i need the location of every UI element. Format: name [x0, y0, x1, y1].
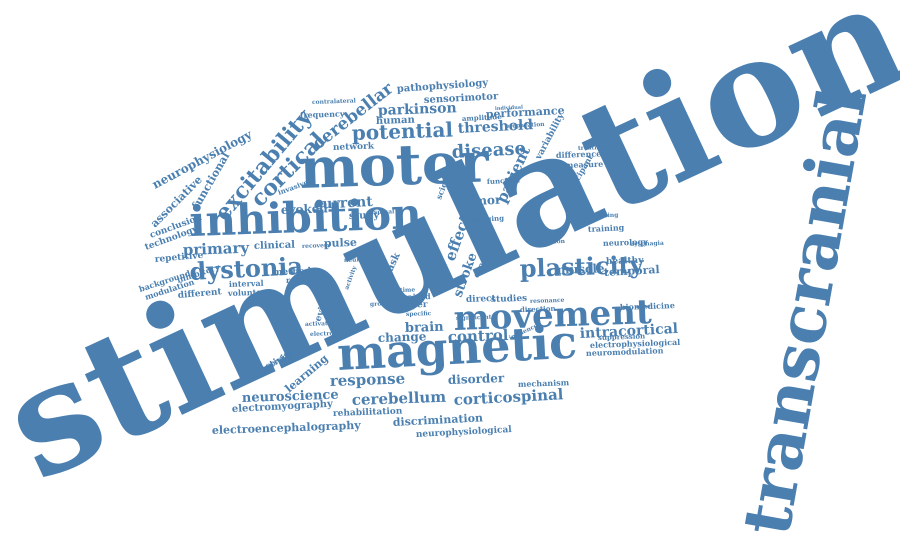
- word-neurology: neurology: [603, 236, 649, 248]
- word-disease: disease: [451, 138, 526, 163]
- word-biomedicine: biomedicine: [620, 300, 675, 312]
- word-clinical: clinical: [254, 240, 296, 252]
- word-processing: processing: [582, 212, 619, 220]
- word-brain: brain: [405, 320, 445, 336]
- word-discrimination: discrimination: [392, 411, 483, 429]
- word-disorder: disorder: [448, 371, 506, 387]
- word-electrode: electrode: [310, 330, 342, 338]
- word-contralateral: contralateral: [312, 97, 357, 106]
- word-healthy: healthy: [606, 256, 645, 267]
- word-recovery: recovery: [302, 242, 331, 250]
- word-treatment: treatment: [578, 144, 612, 152]
- word-result: result: [286, 274, 313, 285]
- word-plasticity: plasticity: [519, 250, 645, 283]
- word-potential: potential: [351, 117, 453, 145]
- word-temporal: temporal: [603, 263, 659, 279]
- word-spinal: spinal: [374, 208, 395, 216]
- word-voluntary: voluntary: [227, 287, 271, 299]
- word-repetitive: repetitive: [154, 251, 204, 265]
- word-movement: movement: [453, 292, 653, 339]
- word-tremor: tremor: [454, 193, 502, 209]
- word-neural: neural: [344, 256, 367, 264]
- word-significant: significant: [456, 314, 492, 322]
- word-method: method: [273, 267, 312, 278]
- word-electrophysiological: electrophysiological: [590, 337, 681, 350]
- word-corticospinal: corticospinal: [453, 385, 564, 409]
- word-control: control: [448, 326, 509, 346]
- word-muscle: muscle: [557, 261, 606, 277]
- word-measure: measure: [565, 159, 604, 170]
- word-threshold: threshold: [457, 117, 533, 137]
- word-individual: individual: [495, 105, 523, 112]
- word-mechanism: mechanism: [518, 377, 570, 389]
- word-network: network: [333, 142, 375, 153]
- word-electroencephalography: electroencephalography: [212, 419, 362, 437]
- word-training: training: [588, 222, 625, 234]
- word-cerebellum: cerebellum: [352, 388, 447, 409]
- word-function: function: [487, 175, 521, 186]
- word-electromyography: electromyography: [232, 399, 335, 415]
- word-direction: direction: [520, 304, 556, 314]
- word-primary: primary: [183, 239, 251, 259]
- word-specific: specific: [406, 310, 432, 318]
- word-paired: paired: [402, 291, 431, 302]
- word-performance: performance: [485, 104, 564, 121]
- word-studies: studies: [491, 294, 528, 305]
- word-neuromodulation: neuromodulation: [586, 345, 664, 358]
- word-time: time: [400, 286, 416, 294]
- word-preparation: preparation: [505, 121, 546, 130]
- word-pulse: pulse: [324, 236, 357, 250]
- word-interval: interval: [229, 278, 264, 289]
- word-dystonia: dystonia: [189, 251, 304, 286]
- word-study: study: [349, 210, 381, 222]
- word-motor: motor: [298, 129, 491, 202]
- word-frequency: frequency: [300, 108, 345, 120]
- word-activation: activation: [305, 320, 339, 328]
- word-duration: duration: [536, 238, 566, 246]
- word-magnetic: magnetic: [336, 314, 579, 380]
- word-suppression: suppression: [598, 331, 646, 342]
- word-direct: direct: [466, 294, 497, 305]
- word-different: different: [177, 287, 223, 301]
- word-resonance: resonance: [530, 297, 565, 305]
- word-inhibition: inhibition: [189, 189, 423, 246]
- word-current: current: [313, 194, 373, 213]
- word-neuroscience: neuroscience: [242, 388, 339, 406]
- word-parkinson: parkinson: [378, 100, 457, 119]
- word-human: human: [376, 115, 416, 127]
- word-neurophysiological: neurophysiological: [416, 425, 513, 440]
- word-group: group: [370, 300, 390, 308]
- word-imaging: imaging: [472, 213, 505, 224]
- word-amplitude: amplitude: [462, 112, 503, 123]
- word-difference: difference: [556, 148, 602, 160]
- word-change: change: [378, 329, 427, 345]
- word-rehabilitation: rehabilitation: [333, 407, 403, 419]
- word-sensorimotor: sensorimotor: [424, 91, 500, 106]
- word-evoked: evoked: [281, 201, 329, 217]
- word-upper: upper: [398, 300, 428, 311]
- word-response: response: [330, 369, 406, 390]
- word-dysphagia: dysphagia: [630, 240, 664, 248]
- word-intracortical: intracortical: [579, 321, 678, 342]
